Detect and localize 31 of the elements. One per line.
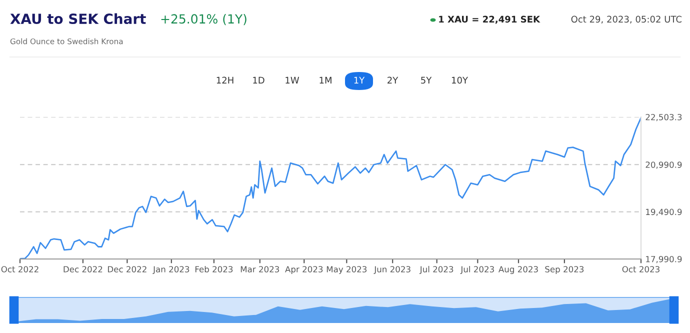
y-tick-label: 19,490.9 [646, 208, 682, 216]
x-tick-label: Oct 2023 [622, 266, 660, 272]
text: 1W [286, 76, 300, 84]
y-tick-label: 17,990.9 [646, 256, 682, 264]
text: +25.01% (1Y) [161, 14, 246, 26]
y-tick-label: 22,503.3 [646, 114, 682, 122]
x-tick-label: Aug 2023 [498, 266, 538, 274]
x-tick-label: Dec 2022 [108, 266, 146, 272]
line-series [20, 117, 641, 259]
x-tick-label: Apr 2023 [285, 266, 323, 274]
text: 10Y [452, 76, 468, 84]
y-tick-label: 20,990.9 [646, 162, 682, 169]
x-tick-label: Jun 2023 [374, 266, 410, 274]
x-tick-label: Feb 2023 [195, 266, 233, 272]
chart-title: XAU to SEK Chart [10, 13, 146, 24]
x-tick-label: Oct 2022 [1, 266, 38, 272]
text: 1M [320, 76, 332, 84]
x-tick-label: Mar 2023 [240, 266, 280, 272]
x-tick-label: Jul 2023 [460, 266, 494, 274]
text: 1Y [354, 76, 365, 84]
text: 1D [253, 76, 264, 84]
x-tick-label: May 2023 [326, 266, 367, 274]
x-tick-label: Dec 2022 [64, 266, 102, 272]
text: 12H [216, 76, 234, 84]
text: 2Y [388, 76, 398, 84]
text: 5Y [421, 76, 432, 84]
x-tick-label: Sep 2023 [545, 266, 584, 274]
text: 1 XAU = 22,491 SEK [439, 16, 540, 24]
x-tick-label: Jan 2023 [152, 266, 190, 274]
x-tick-label: Jul 2023 [419, 266, 454, 274]
text: Oct 29, 2023, 05:02 UTC [571, 16, 682, 24]
